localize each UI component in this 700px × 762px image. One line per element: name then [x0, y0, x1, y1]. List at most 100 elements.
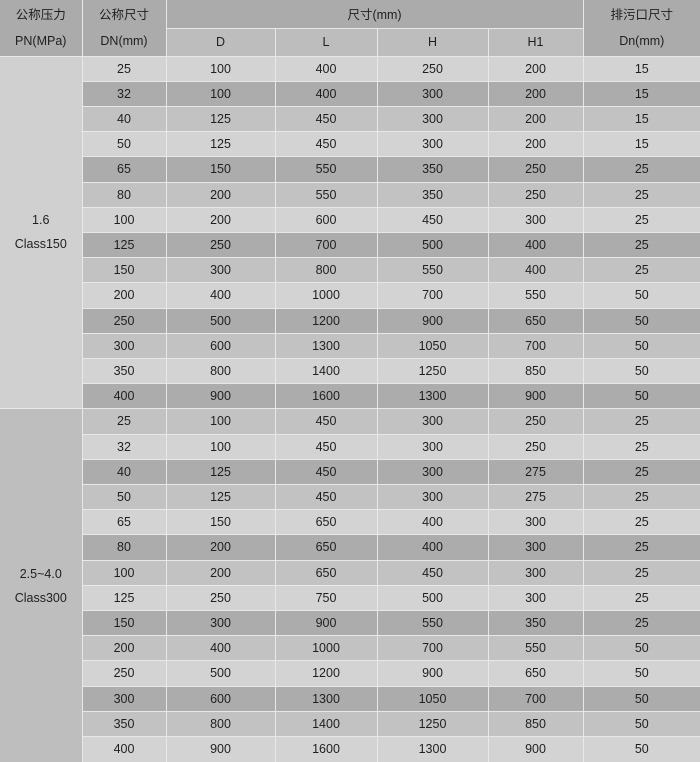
table-cell: 650: [274, 509, 378, 536]
table-cell: 900: [376, 307, 489, 334]
table-cell: 25: [582, 433, 700, 460]
table-cell: 25: [582, 584, 700, 611]
table-row: 250 500 1200 900 650 50: [0, 660, 700, 687]
table-cell: 150: [81, 609, 167, 637]
table-cell: 25: [81, 408, 167, 435]
table-cell: 1200: [274, 660, 378, 687]
table-cell: 300: [487, 509, 584, 536]
table-row: 125 250 750 500 300 25: [0, 584, 700, 611]
table-cell: 125: [165, 458, 276, 485]
table-cell: 800: [165, 710, 276, 737]
table-row: 80 200 650 400 300 25: [0, 534, 700, 561]
table-cell: 50: [582, 307, 700, 334]
table-cell: 25: [582, 408, 700, 435]
table-cell: 300: [376, 483, 489, 511]
table-row: 150 300 900 550 350 25: [0, 609, 700, 637]
table-cell: 50: [582, 735, 700, 762]
table-cell: 550: [376, 609, 489, 637]
table-row: 300 600 1300 1050 700 50: [0, 685, 700, 712]
table-row: 125 250 700 500 400 25: [0, 231, 700, 259]
table-cell: 50: [582, 685, 700, 712]
table-cell: 400: [376, 534, 489, 561]
table-cell: 50: [582, 635, 700, 662]
table-cell: 300: [376, 458, 489, 485]
table-cell: 600: [274, 206, 378, 233]
table-cell: 400: [487, 231, 584, 259]
table-cell: 50: [582, 383, 700, 410]
table-cell: 550: [487, 635, 584, 662]
table-cell: 650: [274, 534, 378, 561]
table-cell: 100: [165, 433, 276, 460]
pressure-group-label-line: 1.6: [32, 213, 50, 228]
table-cell: 700: [487, 685, 584, 712]
table-cell: 25: [582, 509, 700, 536]
table-cell: 200: [81, 282, 167, 309]
table-cell: 700: [376, 635, 489, 662]
table-cell: 125: [81, 584, 167, 611]
table-cell: 250: [81, 307, 167, 334]
table-cell: 100: [165, 408, 276, 435]
table-cell: 350: [376, 156, 489, 183]
table-cell: 250: [81, 660, 167, 687]
table-cell: 350: [81, 357, 167, 385]
table-cell: 900: [376, 660, 489, 687]
table-cell: 450: [376, 559, 489, 586]
table-cell: 450: [274, 458, 378, 485]
table-row: 400 900 1600 1300 900 50: [0, 735, 700, 762]
table-cell: 1250: [376, 357, 489, 385]
table-cell: 40: [81, 105, 167, 133]
header-nominal-size: 公称尺寸 DN(mm): [81, 0, 167, 57]
table-cell: 550: [274, 156, 378, 183]
table-cell: 300: [487, 559, 584, 586]
table-cell: 650: [487, 307, 584, 334]
table-cell: 25: [582, 181, 700, 208]
table-cell: 250: [487, 408, 584, 435]
table-cell: 500: [165, 307, 276, 334]
table-cell: 200: [81, 635, 167, 662]
table-cell: 125: [165, 483, 276, 511]
table-cell: 1400: [274, 357, 378, 385]
header-col-D: D: [165, 27, 276, 57]
table-cell: 250: [487, 181, 584, 208]
table-cell: 1300: [274, 332, 378, 359]
table-cell: 200: [165, 181, 276, 208]
header-col-L: L: [274, 27, 378, 57]
table-cell: 25: [582, 257, 700, 284]
table-cell: 80: [81, 534, 167, 561]
header-col-H1: H1: [487, 27, 584, 57]
table-cell: 300: [487, 584, 584, 611]
table-cell: 80: [81, 181, 167, 208]
table-cell: 50: [582, 282, 700, 309]
table-cell: 450: [274, 105, 378, 133]
header-drain-size-line1: 排污口尺寸: [610, 7, 674, 22]
header-nominal-pressure: 公称压力 PN(MPa): [0, 0, 83, 57]
table-cell: 200: [487, 105, 584, 133]
table-cell: 900: [274, 609, 378, 637]
table-cell: 450: [274, 131, 378, 158]
header-nominal-pressure-line2: PN(MPa): [15, 33, 67, 48]
table-row: 100 200 650 450 300 25: [0, 559, 700, 586]
table-cell: 50: [582, 357, 700, 385]
table-cell: 15: [582, 105, 700, 133]
table-cell: 15: [582, 55, 700, 82]
table-cell: 700: [487, 332, 584, 359]
table-cell: 900: [487, 735, 584, 762]
table-cell: 900: [165, 735, 276, 762]
table-cell: 50: [582, 332, 700, 359]
table-cell: 65: [81, 509, 167, 536]
table-cell: 350: [81, 710, 167, 737]
table-row: 350 800 1400 1250 850 50: [0, 710, 700, 737]
table-row: 50 125 450 300 275 25: [0, 483, 700, 511]
table-cell: 250: [165, 231, 276, 259]
table-cell: 25: [582, 609, 700, 637]
table-cell: 1600: [274, 383, 378, 410]
table-cell: 200: [165, 534, 276, 561]
table-cell: 200: [165, 206, 276, 233]
table-cell: 600: [165, 685, 276, 712]
table-cell: 600: [165, 332, 276, 359]
table-cell: 25: [582, 534, 700, 561]
pressure-group-cell: 2.5~4.0 Class300: [0, 408, 83, 762]
table-cell: 150: [165, 509, 276, 536]
table-cell: 25: [582, 206, 700, 233]
